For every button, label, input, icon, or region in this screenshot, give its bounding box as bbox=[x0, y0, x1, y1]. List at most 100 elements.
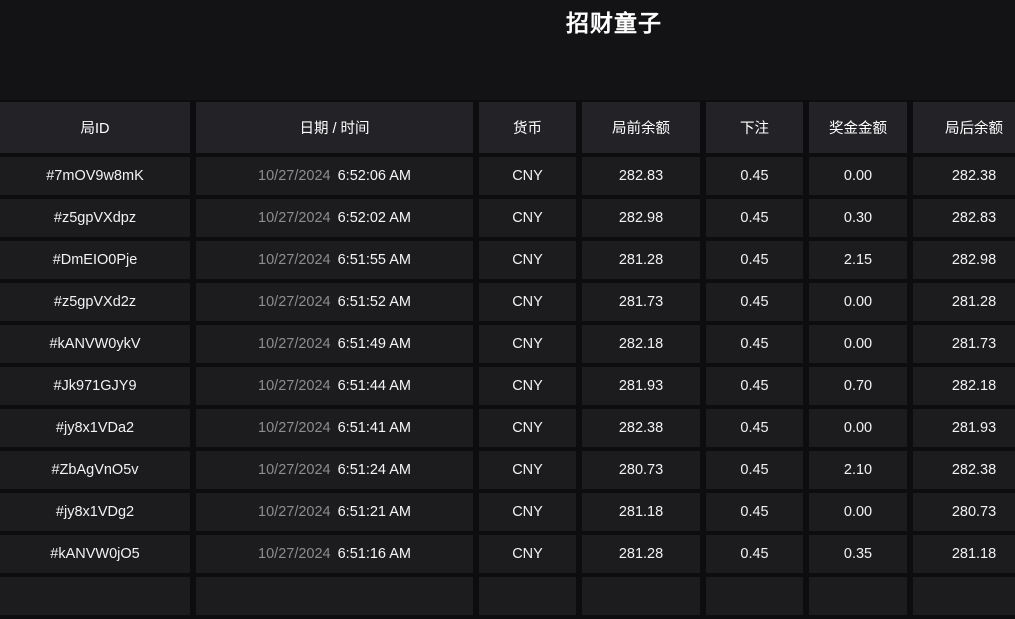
cell-balance-after: 282.18 bbox=[913, 367, 1015, 405]
cell-empty bbox=[809, 577, 907, 615]
cell-empty bbox=[479, 577, 576, 615]
cell-date: 10/27/2024 bbox=[258, 420, 331, 436]
cell-round-id: #z5gpVXd2z bbox=[0, 283, 190, 321]
cell-currency: CNY bbox=[479, 535, 576, 573]
page-header: 招财童子 bbox=[0, 0, 1015, 100]
cell-round-id: #DmEIO0Pje bbox=[0, 241, 190, 279]
cell-win: 0.00 bbox=[809, 325, 907, 363]
cell-balance-before: 282.98 bbox=[582, 199, 700, 237]
cell-balance-before: 280.73 bbox=[582, 451, 700, 489]
cell-datetime: 10/27/2024 6:51:44 AM bbox=[196, 367, 473, 405]
cell-empty bbox=[706, 577, 803, 615]
cell-round-id: #jy8x1VDa2 bbox=[0, 409, 190, 447]
cell-datetime: 10/27/2024 6:51:16 AM bbox=[196, 535, 473, 573]
cell-date: 10/27/2024 bbox=[258, 210, 331, 226]
cell-currency: CNY bbox=[479, 241, 576, 279]
column-header-currency: 货币 bbox=[479, 102, 576, 153]
cell-currency: CNY bbox=[479, 493, 576, 531]
cell-win: 0.00 bbox=[809, 157, 907, 195]
cell-time: 6:51:41 AM bbox=[337, 420, 411, 436]
cell-date: 10/27/2024 bbox=[258, 546, 331, 562]
cell-datetime: 10/27/2024 6:51:55 AM bbox=[196, 241, 473, 279]
cell-currency: CNY bbox=[479, 157, 576, 195]
table-body: #7mOV9w8mK 10/27/2024 6:52:06 AM CNY 282.83 0… bbox=[0, 157, 1015, 615]
cell-bet: 0.45 bbox=[706, 535, 803, 573]
cell-datetime: 10/27/2024 6:52:06 AM bbox=[196, 157, 473, 195]
cell-balance-before: 282.83 bbox=[582, 157, 700, 195]
cell-balance-after: 281.18 bbox=[913, 535, 1015, 573]
cell-round-id: #Jk971GJY9 bbox=[0, 367, 190, 405]
cell-win: 0.00 bbox=[809, 283, 907, 321]
cell-time: 6:51:16 AM bbox=[337, 546, 411, 562]
cell-date: 10/27/2024 bbox=[258, 462, 331, 478]
cell-currency: CNY bbox=[479, 451, 576, 489]
table-row: #kANVW0jO5 10/27/2024 6:51:16 AM CNY 281.28 0… bbox=[0, 535, 1015, 573]
table-row: #Jk971GJY9 10/27/2024 6:51:44 AM CNY 281.93 0… bbox=[0, 367, 1015, 405]
cell-round-id: #ZbAgVnO5v bbox=[0, 451, 190, 489]
cell-date: 10/27/2024 bbox=[258, 294, 331, 310]
cell-round-id: #kANVW0jO5 bbox=[0, 535, 190, 573]
cell-round-id: #z5gpVXdpz bbox=[0, 199, 190, 237]
table-row: #ZbAgVnO5v 10/27/2024 6:51:24 AM CNY 280.73 0… bbox=[0, 451, 1015, 489]
history-table: 局ID 日期 / 时间 货币 局前余额 下注 奖金金额 局后余额 #7mOV9w8mK 10/… bbox=[0, 100, 1015, 619]
cell-time: 6:52:06 AM bbox=[337, 168, 411, 184]
cell-empty bbox=[582, 577, 700, 615]
cell-balance-after: 281.28 bbox=[913, 283, 1015, 321]
cell-datetime: 10/27/2024 6:51:52 AM bbox=[196, 283, 473, 321]
cell-round-id: #kANVW0ykV bbox=[0, 325, 190, 363]
cell-currency: CNY bbox=[479, 325, 576, 363]
cell-empty bbox=[913, 577, 1015, 615]
cell-date: 10/27/2024 bbox=[258, 336, 331, 352]
table-row: #jy8x1VDa2 10/27/2024 6:51:41 AM CNY 282.38 0… bbox=[0, 409, 1015, 447]
cell-time: 6:51:44 AM bbox=[337, 378, 411, 394]
page-title: 招财童子 bbox=[566, 10, 662, 36]
cell-empty bbox=[0, 577, 190, 615]
cell-time: 6:51:21 AM bbox=[337, 504, 411, 520]
cell-balance-before: 282.18 bbox=[582, 325, 700, 363]
cell-currency: CNY bbox=[479, 409, 576, 447]
cell-time: 6:52:02 AM bbox=[337, 210, 411, 226]
cell-bet: 0.45 bbox=[706, 241, 803, 279]
column-header-round-id: 局ID bbox=[0, 102, 190, 153]
cell-win: 2.10 bbox=[809, 451, 907, 489]
cell-balance-after: 281.93 bbox=[913, 409, 1015, 447]
table-row: #z5gpVXdpz 10/27/2024 6:52:02 AM CNY 282.98 0… bbox=[0, 199, 1015, 237]
table-row: #7mOV9w8mK 10/27/2024 6:52:06 AM CNY 282.83 0… bbox=[0, 157, 1015, 195]
column-header-bet: 下注 bbox=[706, 102, 803, 153]
cell-win: 0.35 bbox=[809, 535, 907, 573]
table-row: #jy8x1VDg2 10/27/2024 6:51:21 AM CNY 281.18 0… bbox=[0, 493, 1015, 531]
cell-win: 0.00 bbox=[809, 409, 907, 447]
cell-balance-after: 282.38 bbox=[913, 451, 1015, 489]
cell-datetime: 10/27/2024 6:51:49 AM bbox=[196, 325, 473, 363]
table-row: #z5gpVXd2z 10/27/2024 6:51:52 AM CNY 281.73 0… bbox=[0, 283, 1015, 321]
cell-bet: 0.45 bbox=[706, 367, 803, 405]
cell-currency: CNY bbox=[479, 367, 576, 405]
cell-datetime: 10/27/2024 6:51:24 AM bbox=[196, 451, 473, 489]
cell-balance-after: 282.83 bbox=[913, 199, 1015, 237]
column-header-balance-after: 局后余额 bbox=[913, 102, 1015, 153]
cell-time: 6:51:52 AM bbox=[337, 294, 411, 310]
cell-round-id: #jy8x1VDg2 bbox=[0, 493, 190, 531]
cell-time: 6:51:49 AM bbox=[337, 336, 411, 352]
table-row-partial bbox=[0, 577, 1015, 615]
cell-balance-after: 282.98 bbox=[913, 241, 1015, 279]
column-header-win: 奖金金额 bbox=[809, 102, 907, 153]
cell-win: 0.00 bbox=[809, 493, 907, 531]
cell-balance-before: 281.73 bbox=[582, 283, 700, 321]
cell-date: 10/27/2024 bbox=[258, 252, 331, 268]
cell-balance-before: 281.28 bbox=[582, 241, 700, 279]
cell-balance-before: 281.93 bbox=[582, 367, 700, 405]
cell-win: 0.30 bbox=[809, 199, 907, 237]
cell-datetime: 10/27/2024 6:52:02 AM bbox=[196, 199, 473, 237]
cell-datetime: 10/27/2024 6:51:41 AM bbox=[196, 409, 473, 447]
cell-date: 10/27/2024 bbox=[258, 168, 331, 184]
cell-balance-before: 281.28 bbox=[582, 535, 700, 573]
cell-balance-after: 281.73 bbox=[913, 325, 1015, 363]
cell-empty bbox=[196, 577, 473, 615]
cell-currency: CNY bbox=[479, 283, 576, 321]
cell-time: 6:51:55 AM bbox=[337, 252, 411, 268]
cell-win: 0.70 bbox=[809, 367, 907, 405]
cell-bet: 0.45 bbox=[706, 199, 803, 237]
table-row: #DmEIO0Pje 10/27/2024 6:51:55 AM CNY 281.28 0… bbox=[0, 241, 1015, 279]
cell-win: 2.15 bbox=[809, 241, 907, 279]
